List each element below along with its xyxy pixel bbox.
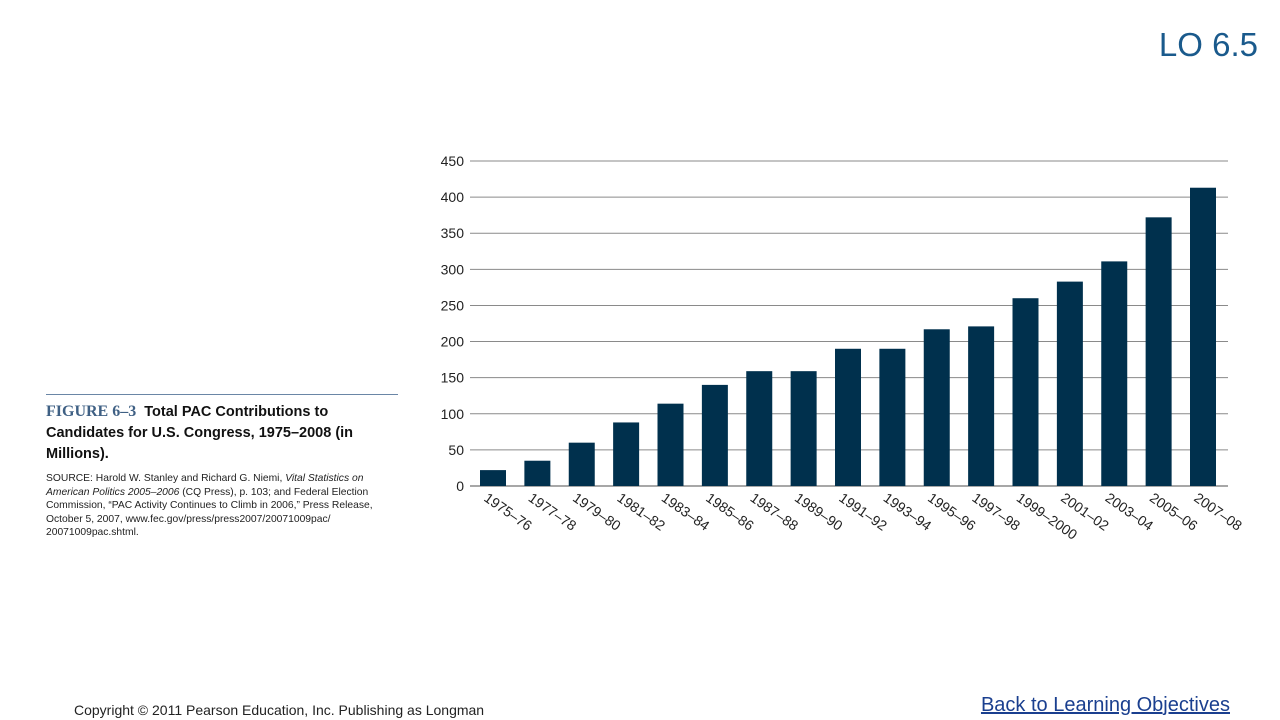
bar bbox=[657, 403, 684, 486]
figure-number: FIGURE 6–3 bbox=[46, 403, 137, 420]
x-tick-label: 2007–08 bbox=[1191, 489, 1245, 533]
x-tick-label: 1997–98 bbox=[969, 489, 1023, 533]
figure-title-block: FIGURE 6–3 Total PAC Contributions to Ca… bbox=[46, 401, 398, 465]
x-tick-label: 1979–80 bbox=[570, 489, 624, 533]
figure-source: SOURCE: Harold W. Stanley and Richard G.… bbox=[46, 472, 398, 540]
x-tick-label: 2003–04 bbox=[1103, 489, 1157, 533]
bar bbox=[1145, 217, 1172, 487]
bar bbox=[613, 422, 640, 486]
y-tick-label: 300 bbox=[441, 261, 465, 277]
bar bbox=[480, 470, 506, 486]
x-tick-label: 1989–90 bbox=[792, 489, 846, 533]
y-tick-label: 400 bbox=[441, 189, 465, 205]
source-book-title: Vital Statistics on American Politics 20… bbox=[46, 473, 364, 498]
x-axis-ticks: 1975–761977–781979–801981–821983–841985–… bbox=[481, 489, 1245, 542]
bar bbox=[568, 442, 595, 486]
bar bbox=[879, 348, 906, 486]
bar bbox=[701, 384, 728, 486]
source-rest: (CQ Press), p. 103; and Federal Election… bbox=[46, 486, 373, 539]
bar bbox=[835, 348, 861, 486]
bar bbox=[524, 460, 551, 486]
y-tick-label: 150 bbox=[441, 370, 465, 386]
y-tick-label: 350 bbox=[441, 225, 465, 241]
figure-title: Total PAC Contributions to Candidates fo… bbox=[46, 404, 354, 462]
x-tick-label: 1975–76 bbox=[481, 489, 535, 533]
x-tick-label: 1987–88 bbox=[748, 489, 802, 533]
x-tick-label: 1977–78 bbox=[526, 489, 580, 533]
x-tick-label: 1995–96 bbox=[925, 489, 979, 533]
figure-caption: FIGURE 6–3 Total PAC Contributions to Ca… bbox=[46, 394, 398, 540]
y-tick-label: 250 bbox=[441, 297, 465, 313]
bar bbox=[1056, 281, 1083, 486]
y-tick-label: 200 bbox=[441, 334, 465, 350]
y-tick-label: 50 bbox=[448, 442, 464, 458]
back-to-objectives-link[interactable]: Back to Learning Objectives bbox=[980, 694, 1230, 716]
y-tick-label: 450 bbox=[441, 153, 465, 169]
y-tick-label: 0 bbox=[456, 478, 464, 494]
x-tick-label: 1985–86 bbox=[703, 489, 757, 533]
x-tick-label: 2005–06 bbox=[1147, 489, 1201, 533]
bar bbox=[1190, 187, 1216, 486]
source-prefix: SOURCE: Harold W. Stanley and Richard G.… bbox=[46, 473, 286, 484]
bar bbox=[968, 326, 995, 486]
lo-tag: LO 6.5 bbox=[1158, 26, 1258, 63]
bars bbox=[480, 187, 1216, 487]
x-tick-label: 1983–84 bbox=[659, 489, 713, 533]
bar bbox=[746, 371, 773, 486]
bar-chart: 0 50 100 150 200 250 300 350 400 450 1975–761977–… bbox=[441, 153, 1246, 543]
y-axis-ticks: 0 50 100 150 200 250 300 350 400 450 bbox=[441, 153, 465, 494]
x-tick-label: 1981–82 bbox=[614, 489, 668, 533]
x-tick-label: 1991–92 bbox=[836, 489, 890, 533]
bar bbox=[923, 329, 950, 486]
bar bbox=[790, 371, 817, 486]
bar bbox=[1101, 261, 1128, 486]
y-tick-label: 100 bbox=[441, 406, 465, 422]
x-tick-label: 1993–94 bbox=[881, 489, 935, 533]
copyright-notice: Copyright © 2011 Pearson Education, Inc.… bbox=[74, 702, 485, 718]
bar bbox=[1012, 298, 1039, 486]
